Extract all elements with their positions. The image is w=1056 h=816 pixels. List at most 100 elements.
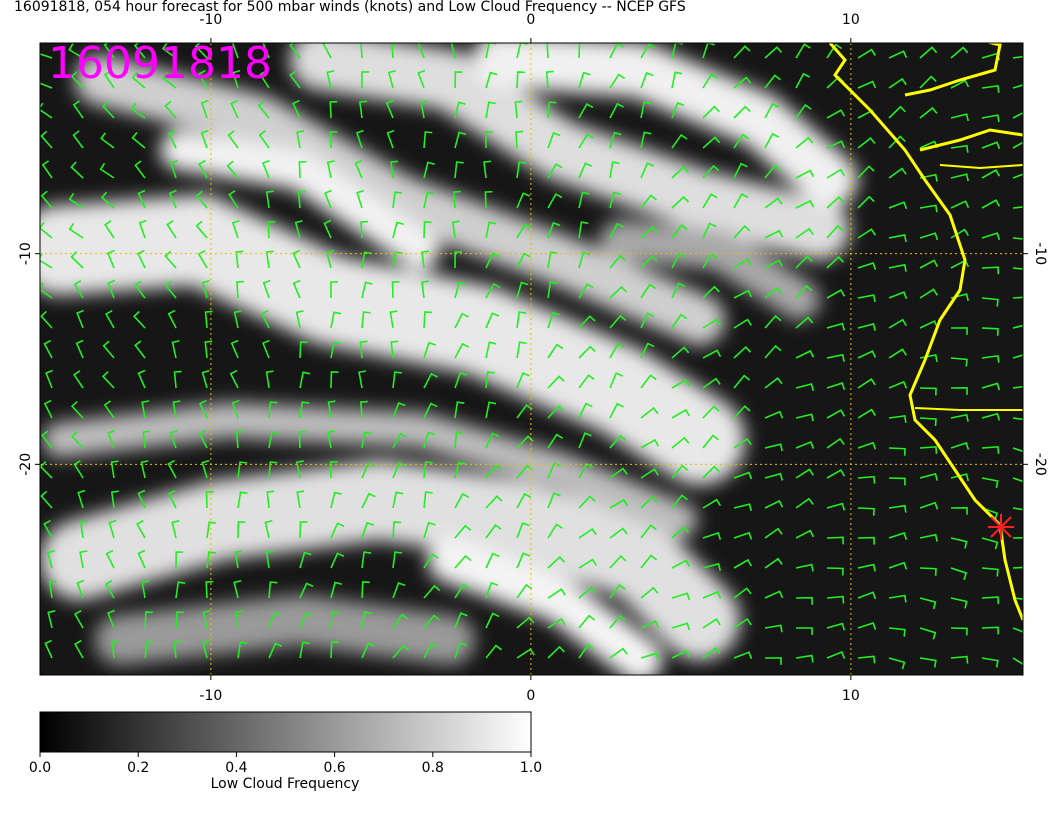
wind-barb — [826, 567, 844, 576]
wind-barb — [141, 400, 150, 419]
wind-barb — [888, 291, 908, 299]
wind-barb — [609, 402, 624, 419]
wind-barb — [516, 403, 533, 419]
wind-barb — [206, 551, 216, 569]
wind-barb — [981, 445, 1000, 454]
wind-barb — [262, 279, 271, 299]
wind-barb — [136, 519, 146, 539]
wind-barb — [609, 254, 627, 269]
wind-barb — [1012, 597, 1023, 600]
wind-barb — [609, 131, 622, 149]
colorbar-tick-label: 0.0 — [29, 760, 51, 776]
wind-barb — [107, 429, 116, 449]
wind-barb — [454, 281, 467, 299]
wind-barb — [454, 583, 470, 599]
wind-barb — [950, 200, 970, 209]
wind-barb — [857, 591, 877, 600]
wind-barb — [733, 617, 752, 629]
wind-barb — [454, 524, 472, 539]
wind-barb — [295, 460, 304, 479]
wind-barb — [702, 193, 718, 209]
wind-barb — [950, 537, 968, 549]
wind-barb — [826, 322, 846, 331]
wind-barb — [764, 229, 784, 239]
wind-barb — [391, 43, 394, 59]
wind-barb — [795, 43, 811, 59]
wind-barb — [795, 413, 814, 422]
wind-barb — [131, 71, 146, 89]
wind-barb — [359, 400, 368, 419]
wind-barb — [201, 279, 210, 299]
wind-barb — [857, 294, 876, 303]
wind-barb — [102, 340, 115, 359]
wind-barb — [578, 614, 596, 629]
wind-barb — [110, 490, 119, 509]
wind-barb — [516, 616, 535, 629]
wind-barb — [702, 532, 722, 540]
wind-barb — [795, 169, 815, 179]
wind-barb — [1012, 537, 1023, 539]
wind-barb — [578, 558, 597, 569]
wind-barb — [857, 165, 875, 179]
wind-barb — [826, 140, 846, 149]
wind-barb — [671, 71, 683, 89]
wind-barb — [609, 43, 624, 59]
timestamp: 16091818 — [48, 38, 272, 89]
wind-barb — [857, 228, 876, 239]
wind-barb — [230, 339, 239, 359]
wind-barb — [330, 491, 342, 509]
wind-barb — [547, 523, 563, 539]
wind-barb — [1012, 84, 1023, 89]
wind-barb — [361, 611, 372, 629]
wind-barb — [733, 133, 750, 149]
wind-barb — [950, 597, 968, 609]
wind-barb — [547, 192, 563, 209]
wind-barb — [70, 161, 84, 179]
wind-barb — [79, 520, 88, 539]
wind-barb — [454, 161, 464, 179]
wind-barb — [516, 43, 528, 59]
wind-barb — [578, 221, 589, 239]
wind-barb — [268, 642, 283, 659]
wind-barb — [330, 552, 345, 569]
wind-barb — [640, 554, 657, 569]
wind-barb — [104, 579, 115, 599]
wind-barb — [547, 221, 561, 239]
wind-barb — [423, 341, 436, 359]
wind-barb — [950, 441, 970, 450]
wind-barb — [888, 348, 907, 359]
wind-barb — [70, 430, 84, 449]
wind-barb — [266, 490, 275, 509]
wind-barb — [265, 550, 274, 569]
wind-barb — [299, 582, 314, 599]
wind-barb — [826, 651, 846, 659]
wind-barb — [919, 627, 937, 640]
wind-barb — [671, 622, 691, 631]
wind-barb — [454, 401, 465, 419]
wind-barb — [361, 71, 369, 89]
wind-barb — [702, 498, 722, 509]
wind-barb — [671, 165, 689, 179]
wind-barb — [205, 490, 214, 509]
wind-barb — [70, 251, 84, 269]
wind-barb — [578, 495, 596, 509]
wind-barb — [547, 617, 566, 629]
wind-barb — [361, 642, 376, 659]
x-tick-label: -10 — [199, 12, 222, 28]
wind-barb — [702, 590, 722, 599]
wind-barb — [144, 641, 155, 659]
wind-barb — [547, 405, 565, 419]
wind-barb — [609, 434, 627, 449]
wind-barb — [764, 164, 781, 179]
wind-barb — [75, 339, 84, 359]
wind-barb — [1012, 477, 1023, 483]
wind-barb — [702, 318, 721, 329]
wind-barb — [857, 195, 875, 209]
wind-barb — [640, 255, 658, 269]
wind-barb — [451, 220, 460, 239]
wind-barb — [857, 80, 877, 89]
wind-barb — [609, 222, 624, 239]
wind-barb — [733, 318, 752, 329]
wind-barb — [360, 220, 369, 239]
wind-barb — [888, 318, 907, 329]
